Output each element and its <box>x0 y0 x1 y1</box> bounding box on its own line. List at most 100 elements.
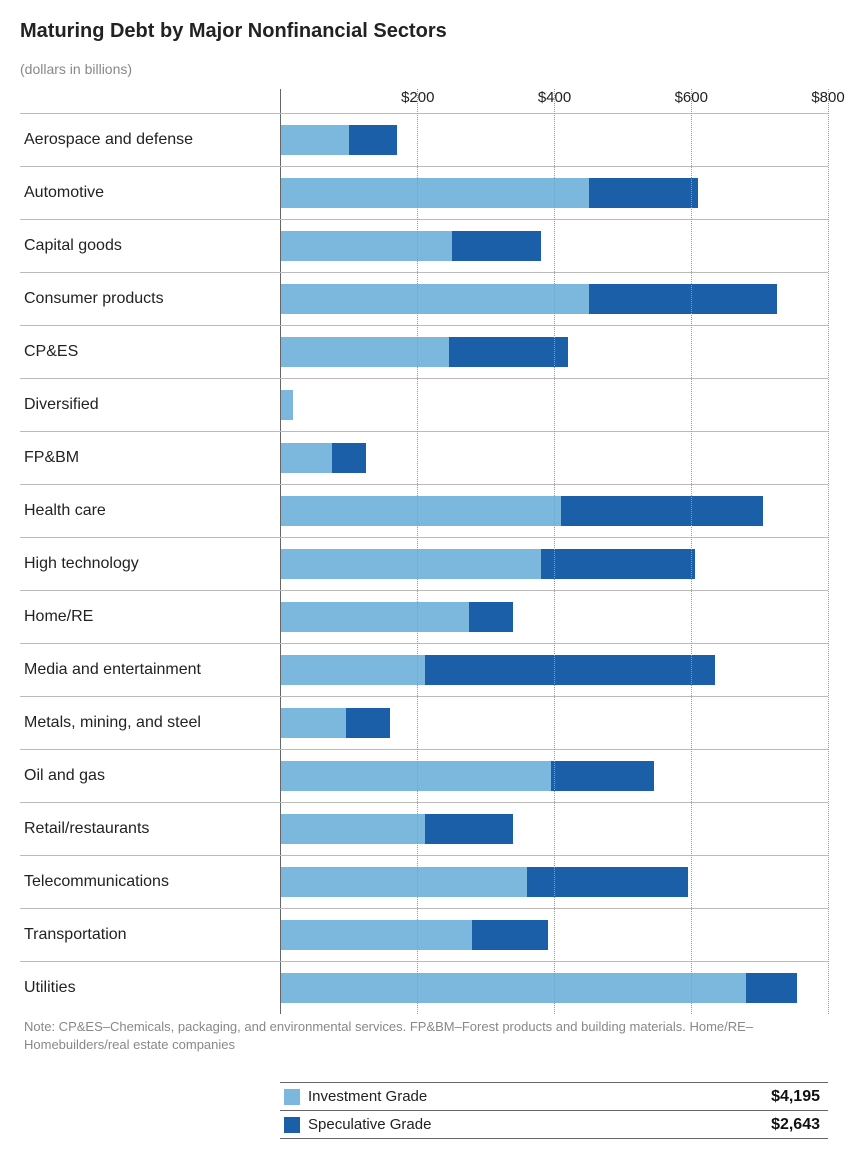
bar-area <box>280 644 828 696</box>
sector-label: Retail/restaurants <box>20 820 280 838</box>
legend-total: $4,195 <box>771 1088 820 1106</box>
sector-label: Capital goods <box>20 237 280 255</box>
x-axis-tick-label: $400 <box>538 89 571 106</box>
bar-segment-speculative <box>527 867 688 897</box>
bar-segment-speculative <box>452 231 541 261</box>
bar-segment-speculative <box>425 655 716 685</box>
sector-label: Health care <box>20 502 280 520</box>
sector-label: Utilities <box>20 979 280 997</box>
bar-segment-investment <box>281 814 425 844</box>
bar-segment-speculative <box>746 973 797 1003</box>
bar-segment-speculative <box>332 443 366 473</box>
bar-segment-speculative <box>469 602 513 632</box>
legend-swatch <box>284 1089 300 1105</box>
bar-area <box>280 485 828 537</box>
legend-swatch <box>284 1117 300 1133</box>
legend-label: Speculative Grade <box>308 1116 771 1133</box>
sector-row: Home/RE <box>20 590 828 643</box>
bar-segment-speculative <box>425 814 514 844</box>
bar-segment-investment <box>281 655 425 685</box>
legend-label: Investment Grade <box>308 1088 771 1105</box>
sector-row: Aerospace and defense <box>20 113 828 166</box>
bar-segment-investment <box>281 708 346 738</box>
x-axis-labels: $200$400$600$800 <box>280 89 828 113</box>
bar-segment-investment <box>281 390 293 420</box>
sector-label: Automotive <box>20 184 280 202</box>
bar-stack <box>281 655 715 685</box>
sector-row: Telecommunications <box>20 855 828 908</box>
legend-row: Investment Grade$4,195 <box>280 1083 828 1111</box>
bar-segment-investment <box>281 867 527 897</box>
bar-stack <box>281 549 695 579</box>
sector-row: Oil and gas <box>20 749 828 802</box>
bar-area <box>280 167 828 219</box>
bar-stack <box>281 443 366 473</box>
bar-area <box>280 538 828 590</box>
sector-label: Consumer products <box>20 290 280 308</box>
bar-area <box>280 591 828 643</box>
sector-row: Capital goods <box>20 219 828 272</box>
bar-area <box>280 114 828 166</box>
chart-legend: Investment Grade$4,195Speculative Grade$… <box>280 1082 828 1139</box>
bar-segment-investment <box>281 496 561 526</box>
legend-row: Speculative Grade$2,643 <box>280 1111 828 1139</box>
bar-stack <box>281 231 541 261</box>
bar-stack <box>281 920 548 950</box>
grid-line <box>828 89 829 1014</box>
bar-segment-speculative <box>346 708 390 738</box>
bar-segment-investment <box>281 231 452 261</box>
bar-area <box>280 326 828 378</box>
bar-stack <box>281 284 777 314</box>
sector-row: Metals, mining, and steel <box>20 696 828 749</box>
bar-stack <box>281 178 698 208</box>
bar-segment-investment <box>281 125 349 155</box>
bar-area <box>280 273 828 325</box>
sector-label: Aerospace and defense <box>20 131 280 149</box>
bar-segment-speculative <box>472 920 547 950</box>
bar-stack <box>281 602 513 632</box>
x-axis-tick-label: $600 <box>675 89 708 106</box>
sector-row: Health care <box>20 484 828 537</box>
sector-row: Media and entertainment <box>20 643 828 696</box>
bar-stack <box>281 337 568 367</box>
bar-area <box>280 220 828 272</box>
chart-container: $200$400$600$800 Aerospace and defenseAu… <box>20 89 828 1014</box>
sector-label: Home/RE <box>20 608 280 626</box>
bar-area <box>280 909 828 961</box>
sector-label: FP&BM <box>20 449 280 467</box>
bar-area <box>280 856 828 908</box>
bar-stack <box>281 867 688 897</box>
bar-area <box>280 432 828 484</box>
bar-segment-speculative <box>589 178 698 208</box>
bar-segment-investment <box>281 920 472 950</box>
bar-area <box>280 750 828 802</box>
bar-segment-speculative <box>551 761 654 791</box>
legend-total: $2,643 <box>771 1116 820 1134</box>
bar-segment-investment <box>281 761 551 791</box>
x-axis-tick-label: $200 <box>401 89 434 106</box>
sector-label: Media and entertainment <box>20 661 280 679</box>
bar-area <box>280 962 828 1014</box>
chart-rows: Aerospace and defense Automotive Capital g… <box>20 113 828 1014</box>
sector-label: High technology <box>20 555 280 573</box>
sector-label: Transportation <box>20 926 280 944</box>
bar-segment-speculative <box>449 337 569 367</box>
bar-segment-investment <box>281 178 589 208</box>
bar-stack <box>281 390 293 420</box>
bar-stack <box>281 708 390 738</box>
sector-row: Retail/restaurants <box>20 802 828 855</box>
bar-stack <box>281 496 763 526</box>
sector-row: Consumer products <box>20 272 828 325</box>
bar-segment-investment <box>281 337 449 367</box>
bar-segment-speculative <box>349 125 397 155</box>
bar-area <box>280 379 828 431</box>
bar-segment-speculative <box>561 496 763 526</box>
bar-stack <box>281 761 654 791</box>
sector-label: Telecommunications <box>20 873 280 891</box>
bar-segment-speculative <box>589 284 777 314</box>
sector-row: FP&BM <box>20 431 828 484</box>
bar-segment-investment <box>281 973 746 1003</box>
bar-segment-investment <box>281 284 589 314</box>
sector-label: Metals, mining, and steel <box>20 714 280 732</box>
sector-row: Utilities <box>20 961 828 1014</box>
